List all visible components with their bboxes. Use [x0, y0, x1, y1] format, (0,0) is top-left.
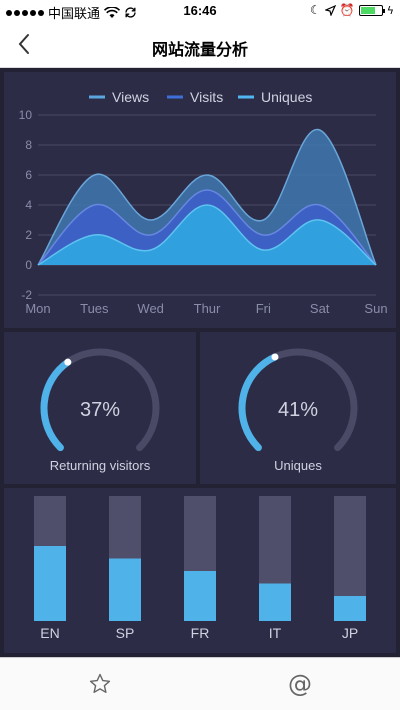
gauge-fill: [40, 358, 72, 452]
moon-icon: ☾: [310, 3, 321, 17]
x-tick-label: Fri: [256, 301, 271, 316]
battery-icon: [358, 4, 385, 16]
x-tick-label: Thur: [194, 301, 221, 316]
returning-visitors-gauge: 37% Returning visitors: [40, 348, 160, 473]
traffic-chart-panel: 10 8 6 4 2 0 -2 Mon Tues Wed Thur Fri Sat Sun Views Vis…: [4, 72, 396, 328]
legend-item-uniques[interactable]: Uniques: [238, 89, 312, 105]
tab-favorites[interactable]: [86, 670, 114, 698]
page-title: 网站流量分析: [151, 42, 248, 59]
bar-it: [259, 583, 291, 621]
bar-sp: [109, 558, 141, 621]
legend-item-views[interactable]: Views: [89, 89, 149, 105]
status-right: ☾ ⏰ ϟ: [310, 3, 394, 17]
star-icon: [89, 673, 111, 693]
language-bar-chart: EN SP FR IT JP: [34, 496, 366, 641]
status-bar: 中国联通 16:46 ☾ ⏰ ϟ: [0, 0, 400, 22]
uniques-gauge: 41% Uniques: [238, 348, 358, 473]
x-tick-label: Sat: [310, 301, 330, 316]
sync-icon: [125, 7, 136, 18]
x-tick-label: Sun: [364, 301, 387, 316]
wifi-icon: [104, 6, 121, 18]
legend-label: Views: [112, 89, 149, 105]
bar-label: EN: [40, 625, 59, 641]
x-tick-label: Tues: [80, 301, 109, 316]
bar-en: [34, 546, 66, 621]
uniques-panel: 41% Uniques: [200, 332, 396, 484]
bar-label: FR: [191, 625, 210, 641]
legend-label: Uniques: [261, 89, 312, 105]
tab-mentions[interactable]: @: [286, 670, 314, 698]
y-tick-label: 10: [19, 108, 33, 122]
y-tick-label: 2: [25, 228, 32, 242]
legend-label: Visits: [190, 89, 223, 105]
y-tick-label: 0: [25, 258, 32, 272]
status-left: 中国联通: [6, 3, 137, 22]
y-tick-label: 8: [25, 138, 32, 152]
dashboard: 10 8 6 4 2 0 -2 Mon Tues Wed Thur Fri Sat Sun Views Vis…: [0, 68, 400, 657]
gauge-value: 37%: [80, 399, 120, 421]
gauge-knob: [64, 358, 72, 366]
bar-fr: [184, 571, 216, 621]
x-tick-label: Wed: [137, 301, 164, 316]
alarm-icon: ⏰: [339, 3, 355, 17]
charging-icon: ϟ: [386, 3, 394, 17]
gauge-fill: [238, 353, 279, 452]
tab-bar: @: [0, 657, 400, 710]
gauge-value: 41%: [278, 399, 318, 421]
location-icon: [324, 4, 336, 16]
navigation-bar: 网站流量分析: [0, 22, 400, 68]
at-icon: @: [288, 670, 312, 698]
series-line-uniques: [37, 204, 377, 266]
clock: 16:46: [183, 3, 217, 18]
bar-label: JP: [342, 625, 358, 641]
series-line-visits: [37, 189, 377, 266]
gauge-title: Uniques: [274, 458, 322, 473]
bar-label: IT: [269, 625, 282, 641]
legend-item-visits[interactable]: Visits: [167, 89, 223, 105]
returning-visitors-panel: 37% Returning visitors: [4, 332, 196, 484]
carrier-label: 中国联通: [48, 6, 101, 21]
gauge-knob: [271, 353, 279, 361]
series-line-views: [37, 129, 377, 266]
y-tick-label: 4: [25, 198, 32, 212]
x-tick-label: Mon: [25, 301, 50, 316]
gauge-title: Returning visitors: [50, 458, 151, 473]
chevron-left-icon[interactable]: [14, 32, 36, 56]
language-bar-panel: EN SP FR IT JP: [4, 488, 396, 653]
y-tick-label: 6: [25, 168, 32, 182]
series-area-uniques: [38, 205, 376, 265]
y-tick-label: -2: [21, 288, 32, 302]
signal-icon: [6, 9, 44, 16]
bar-label: SP: [116, 625, 135, 641]
bar-jp: [334, 596, 366, 621]
